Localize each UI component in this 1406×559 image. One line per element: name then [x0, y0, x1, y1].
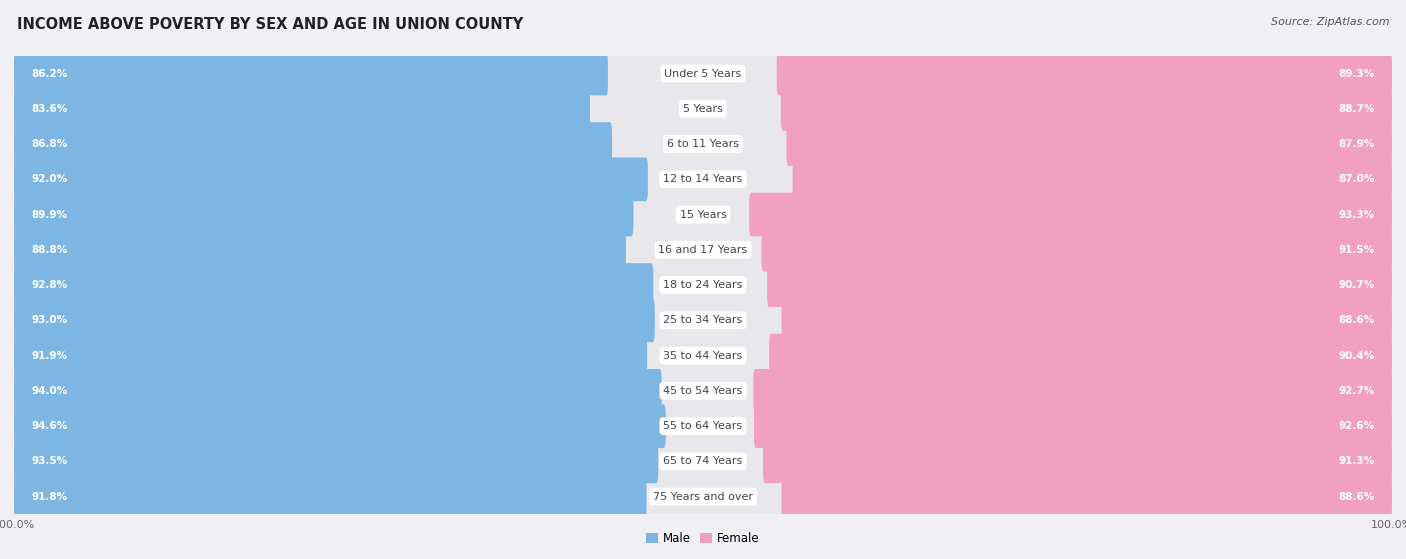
Text: 94.0%: 94.0% — [31, 386, 67, 396]
Text: 100.0%: 100.0% — [1371, 519, 1406, 529]
FancyBboxPatch shape — [14, 122, 1392, 166]
Text: 91.5%: 91.5% — [1339, 245, 1375, 255]
FancyBboxPatch shape — [780, 87, 1392, 131]
Text: 12 to 14 Years: 12 to 14 Years — [664, 174, 742, 184]
Text: INCOME ABOVE POVERTY BY SEX AND AGE IN UNION COUNTY: INCOME ABOVE POVERTY BY SEX AND AGE IN U… — [17, 17, 523, 32]
FancyBboxPatch shape — [14, 334, 647, 377]
FancyBboxPatch shape — [14, 439, 1392, 483]
Text: 89.9%: 89.9% — [31, 210, 67, 220]
Text: 18 to 24 Years: 18 to 24 Years — [664, 280, 742, 290]
Text: 91.3%: 91.3% — [1339, 456, 1375, 466]
FancyBboxPatch shape — [14, 263, 654, 307]
FancyBboxPatch shape — [14, 475, 647, 519]
FancyBboxPatch shape — [14, 193, 634, 236]
Text: 16 and 17 Years: 16 and 17 Years — [658, 245, 748, 255]
FancyBboxPatch shape — [754, 369, 1392, 413]
Text: 94.6%: 94.6% — [31, 421, 67, 431]
FancyBboxPatch shape — [14, 51, 1392, 96]
Text: 90.4%: 90.4% — [1339, 350, 1375, 361]
FancyBboxPatch shape — [786, 122, 1392, 166]
FancyBboxPatch shape — [14, 439, 658, 483]
Text: 92.8%: 92.8% — [31, 280, 67, 290]
Text: 88.7%: 88.7% — [1339, 104, 1375, 114]
Text: Source: ZipAtlas.com: Source: ZipAtlas.com — [1271, 17, 1389, 27]
FancyBboxPatch shape — [14, 193, 1392, 236]
Text: 88.6%: 88.6% — [1339, 315, 1375, 325]
FancyBboxPatch shape — [749, 193, 1392, 236]
Text: 93.3%: 93.3% — [1339, 210, 1375, 220]
Text: 93.5%: 93.5% — [31, 456, 67, 466]
Text: 83.6%: 83.6% — [31, 104, 67, 114]
FancyBboxPatch shape — [14, 228, 626, 272]
Text: 91.8%: 91.8% — [31, 492, 67, 501]
Text: 55 to 64 Years: 55 to 64 Years — [664, 421, 742, 431]
Text: 92.0%: 92.0% — [31, 174, 67, 184]
Text: 93.0%: 93.0% — [31, 315, 67, 325]
FancyBboxPatch shape — [14, 475, 1392, 519]
FancyBboxPatch shape — [14, 334, 1392, 377]
Text: 100.0%: 100.0% — [0, 519, 35, 529]
FancyBboxPatch shape — [14, 299, 1392, 342]
Text: 88.6%: 88.6% — [1339, 492, 1375, 501]
Text: 45 to 54 Years: 45 to 54 Years — [664, 386, 742, 396]
Text: 6 to 11 Years: 6 to 11 Years — [666, 139, 740, 149]
FancyBboxPatch shape — [14, 263, 1392, 307]
FancyBboxPatch shape — [776, 51, 1392, 96]
Text: 86.8%: 86.8% — [31, 139, 67, 149]
FancyBboxPatch shape — [14, 87, 591, 131]
FancyBboxPatch shape — [793, 158, 1392, 201]
Text: 92.7%: 92.7% — [1339, 386, 1375, 396]
FancyBboxPatch shape — [14, 51, 607, 96]
Text: 89.3%: 89.3% — [1339, 69, 1375, 78]
Text: 25 to 34 Years: 25 to 34 Years — [664, 315, 742, 325]
FancyBboxPatch shape — [762, 228, 1392, 272]
Text: 86.2%: 86.2% — [31, 69, 67, 78]
FancyBboxPatch shape — [14, 404, 1392, 448]
FancyBboxPatch shape — [754, 404, 1392, 448]
FancyBboxPatch shape — [14, 158, 1392, 201]
Text: Under 5 Years: Under 5 Years — [665, 69, 741, 78]
Text: 91.9%: 91.9% — [31, 350, 67, 361]
FancyBboxPatch shape — [782, 475, 1392, 519]
FancyBboxPatch shape — [14, 299, 655, 342]
Text: 15 Years: 15 Years — [679, 210, 727, 220]
FancyBboxPatch shape — [782, 299, 1392, 342]
Text: 5 Years: 5 Years — [683, 104, 723, 114]
Text: 87.9%: 87.9% — [1339, 139, 1375, 149]
Text: 87.0%: 87.0% — [1339, 174, 1375, 184]
FancyBboxPatch shape — [14, 404, 666, 448]
FancyBboxPatch shape — [14, 228, 1392, 272]
Text: 92.6%: 92.6% — [1339, 421, 1375, 431]
FancyBboxPatch shape — [14, 87, 1392, 131]
FancyBboxPatch shape — [769, 334, 1392, 377]
Text: 90.7%: 90.7% — [1339, 280, 1375, 290]
FancyBboxPatch shape — [14, 158, 648, 201]
FancyBboxPatch shape — [14, 369, 1392, 413]
Text: 88.8%: 88.8% — [31, 245, 67, 255]
FancyBboxPatch shape — [768, 263, 1392, 307]
Text: 65 to 74 Years: 65 to 74 Years — [664, 456, 742, 466]
FancyBboxPatch shape — [14, 369, 662, 413]
FancyBboxPatch shape — [14, 122, 612, 166]
Text: 75 Years and over: 75 Years and over — [652, 492, 754, 501]
Text: 35 to 44 Years: 35 to 44 Years — [664, 350, 742, 361]
Legend: Male, Female: Male, Female — [647, 532, 759, 545]
FancyBboxPatch shape — [763, 439, 1392, 483]
